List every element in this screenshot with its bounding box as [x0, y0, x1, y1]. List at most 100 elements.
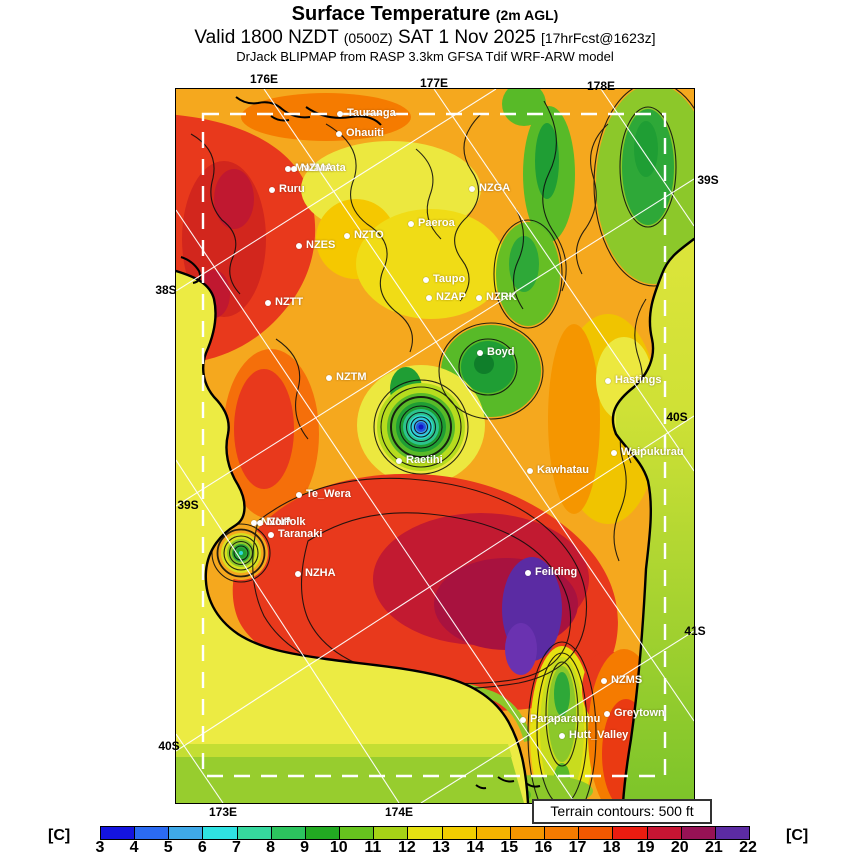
- grid-label-40s: 40S: [666, 410, 688, 424]
- colorbar-seg-3-4: [101, 827, 135, 839]
- colorbar-tick-20: 20: [670, 839, 689, 856]
- colorbar-tick-16: 16: [534, 839, 553, 856]
- station-label: NZES: [306, 239, 336, 251]
- grid-label-173e: 173E: [208, 805, 238, 819]
- station-dot: [285, 166, 291, 172]
- station-label: NZTO: [354, 229, 384, 241]
- station-dot: [265, 300, 271, 306]
- domain-boundary: [201, 112, 667, 778]
- grid-label-176e: 176E: [249, 72, 279, 86]
- station-label: Tauranga: [347, 107, 396, 119]
- station-label: NZMS: [611, 674, 643, 686]
- valid-date: SAT 1 Nov 2025: [398, 27, 536, 48]
- station-dot: [268, 532, 274, 538]
- station-dot: [296, 243, 302, 249]
- station-dot: [527, 468, 533, 474]
- colorbar-seg-13-14: [441, 827, 476, 839]
- colorbar-seg-15-16: [509, 827, 545, 839]
- colorbar-tick-22: 22: [739, 839, 757, 856]
- valid-zulu: (0500Z): [343, 30, 393, 46]
- colorbar-tick-21: 21: [704, 839, 723, 856]
- station-dot: [291, 166, 297, 172]
- station-label: Feilding: [535, 566, 578, 578]
- colorbar-seg-12-13: [407, 827, 442, 839]
- station-dot: [396, 458, 402, 464]
- station-label: NZTM: [336, 371, 367, 383]
- station-label: Taranaki: [278, 528, 323, 540]
- colorbar-seg-18-19: [612, 827, 647, 839]
- header: Surface Temperature (2m AGL) Valid 1800 …: [0, 0, 850, 65]
- cold-spot-ruapehu: [377, 383, 465, 471]
- colorbar-seg-5-6: [168, 827, 203, 839]
- station-dot: [251, 520, 257, 526]
- station-label: NZNP: [261, 516, 291, 528]
- colorbar-tick-18: 18: [602, 839, 621, 856]
- station-label: NZAP: [436, 291, 466, 303]
- title-suffix: (2m AGL): [495, 7, 559, 23]
- station-dot: [520, 717, 526, 723]
- colorbar-tick-13: 13: [432, 839, 450, 856]
- station-dot: [426, 295, 432, 301]
- station-dot: [336, 131, 342, 137]
- grid-label-41s: 41S: [684, 624, 706, 638]
- station-dot: [326, 375, 332, 381]
- colorbar-tick-19: 19: [636, 839, 655, 856]
- colorbar-tick-7: 7: [231, 839, 241, 856]
- station-dot: [605, 378, 611, 384]
- station-dot: [337, 111, 343, 117]
- station-dot: [408, 221, 414, 227]
- station-dot: [525, 570, 531, 576]
- page-title: Surface Temperature (2m AGL): [0, 3, 850, 26]
- grid-label-39s: 39S: [177, 498, 199, 512]
- colorbar-seg-16-17: [544, 827, 579, 839]
- colorbar-tick-8: 8: [266, 839, 275, 856]
- graticule-lines: [176, 89, 694, 803]
- station-label: NZGA: [479, 182, 511, 194]
- colorbar-tick-11: 11: [364, 839, 382, 856]
- station-label: NZRK: [486, 291, 517, 303]
- station-dot: [601, 678, 607, 684]
- grid-label-40s: 40S: [158, 739, 180, 753]
- station-dot: [269, 187, 275, 193]
- colorbar-seg-14-15: [475, 827, 510, 839]
- station-label: NZHA: [305, 567, 336, 579]
- colorbar-unit-left: [C]: [48, 827, 71, 844]
- grid-label-177e: 177E: [419, 76, 449, 90]
- station-label: Paraparaumu: [530, 713, 601, 725]
- station-label: Paeroa: [418, 217, 455, 229]
- station-label: Kawhatau: [537, 464, 589, 476]
- grid-label-39s: 39S: [697, 173, 719, 187]
- station-label: Boyd: [487, 346, 515, 358]
- colorbar-tick-3: 3: [95, 839, 105, 856]
- station-dot: [344, 233, 350, 239]
- colorbar-seg-19-20: [646, 827, 681, 839]
- station-dot: [296, 492, 302, 498]
- coastline-west: [176, 269, 530, 803]
- colorbar-unit-right: [C]: [786, 827, 809, 844]
- map-canvas: Tauranga Ohauiti Matamata NZMA Ruru NZGA Paero…: [155, 72, 718, 819]
- station-dot: [559, 733, 565, 739]
- sea-green-band2: [176, 757, 524, 803]
- station-dot: [295, 571, 301, 577]
- station-dot: [604, 711, 610, 717]
- colorbar-seg-17-18: [578, 827, 613, 839]
- colorbar-seg-4-5: [134, 827, 169, 839]
- colorbar-seg-6-7: [202, 827, 237, 839]
- station-dot: [469, 186, 475, 192]
- colorbar-tick-15: 15: [500, 839, 519, 856]
- station-dot: [423, 277, 429, 283]
- valid-prefix: Valid 1800 NZDT: [194, 27, 339, 48]
- station-label: Hutt_Valley: [569, 729, 629, 741]
- station-label: Hastings: [615, 374, 662, 386]
- coastline: [176, 237, 694, 803]
- station-dot: [477, 350, 483, 356]
- sea-green-band: [176, 744, 512, 757]
- station-label: Waipukurau: [621, 446, 684, 458]
- colorbar-seg-20-21: [680, 827, 715, 839]
- colorbar-band: [100, 826, 750, 840]
- harbour-fragments: [180, 96, 541, 790]
- terrain-contours-note: Terrain contours: 500 ft: [532, 799, 712, 824]
- colorbar-tick-10: 10: [329, 839, 348, 856]
- station-label: Greytown: [614, 707, 665, 719]
